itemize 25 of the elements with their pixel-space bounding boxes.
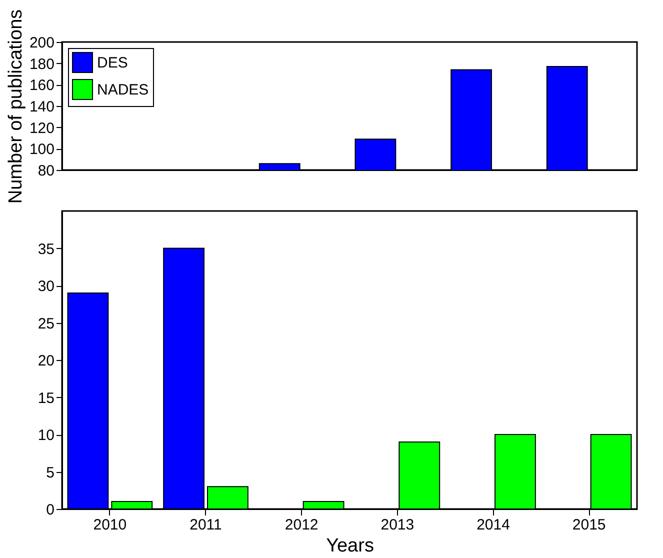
y-tick-label: 0 (46, 502, 54, 518)
x-tick-label: 2013 (380, 516, 414, 534)
x-tick-label: 2014 (476, 516, 510, 534)
legend-label: DES (97, 54, 128, 72)
x-tick-label: 2010 (93, 516, 127, 534)
y-tick-label: 35 (38, 240, 54, 258)
y-tick-label: 100 (29, 141, 54, 158)
legend-label: NADES (97, 82, 149, 98)
y-tick-label: 80 (38, 162, 54, 180)
y-tick-label: 160 (29, 77, 54, 94)
x-tick-label: 2015 (572, 516, 606, 534)
x-axis-title: Years (326, 536, 374, 556)
y-tick-label: 140 (29, 98, 54, 116)
x-tick-label: 2011 (190, 516, 222, 534)
y-tick-label: 25 (38, 315, 54, 332)
x-tick-label: 2012 (284, 516, 318, 534)
y-tick-label: 15 (38, 390, 54, 407)
y-tick-label: 120 (29, 120, 54, 137)
y-tick-label: 5 (46, 464, 54, 482)
y-tick-label: 20 (38, 352, 54, 370)
y-tick-label: 10 (38, 427, 54, 444)
y-tick-label: 200 (29, 34, 54, 52)
y-tick-label: 30 (38, 278, 54, 295)
y-axis-title: Number of publications (5, 9, 26, 204)
y-tick-label: 180 (29, 56, 54, 73)
